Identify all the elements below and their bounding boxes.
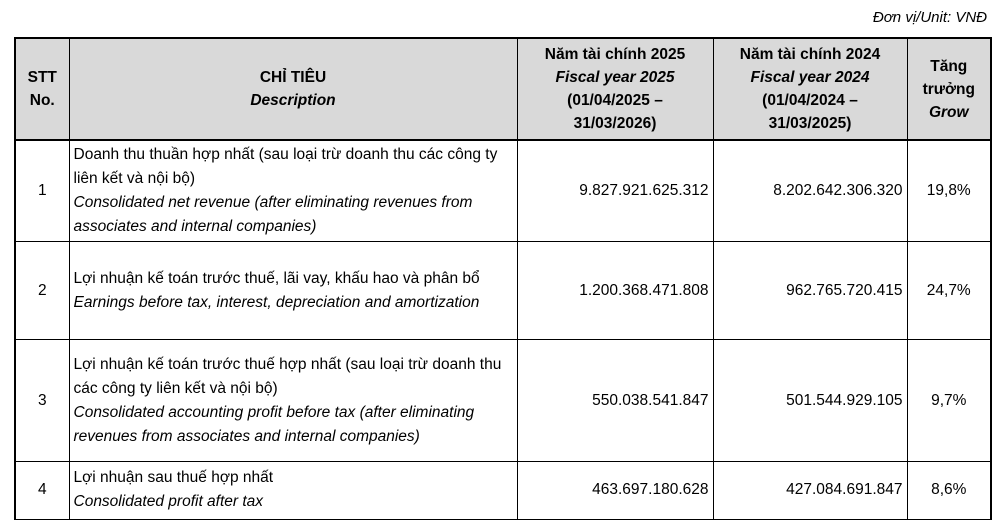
row-description: Lợi nhuận kế toán trước thuế, lãi vay, k… <box>68 241 518 340</box>
row-fy2025-value: 1.200.368.471.808 <box>516 241 714 340</box>
table-header-row: STT No. CHỈ TIÊU Description Năm tài chí… <box>14 37 992 141</box>
header-fy2024-period1: (01/04/2024 – <box>762 92 858 109</box>
table-row: 1 Doanh thu thuần hợp nhất (sau loại trừ… <box>14 139 992 242</box>
header-no: STT No. <box>14 37 70 141</box>
row-description-vi: Lợi nhuận kế toán trước thuế hợp nhất (s… <box>73 355 502 397</box>
row-number: 1 <box>14 139 70 242</box>
financial-summary-table: STT No. CHỈ TIÊU Description Năm tài chí… <box>14 37 992 520</box>
header-fy2024-en: Fiscal year 2024 <box>750 69 870 86</box>
header-fy2024-vi: Năm tài chính 2024 <box>739 46 881 63</box>
header-fy2025-period1: (01/04/2025 – <box>567 92 663 109</box>
header-fy2025: Năm tài chính 2025 Fiscal year 2025 (01/… <box>516 37 714 141</box>
header-no-vi: STT <box>27 69 57 86</box>
row-fy2025-value: 9.827.921.625.312 <box>516 139 714 242</box>
row-fy2024-value: 8.202.642.306.320 <box>712 139 908 242</box>
row-fy2025-value: 550.038.541.847 <box>516 339 714 462</box>
header-fy2024-period2: 31/03/2025) <box>768 115 852 132</box>
table-row: 3 Lợi nhuận kế toán trước thuế hợp nhất … <box>14 339 992 462</box>
row-fy2024-value: 501.544.929.105 <box>712 339 908 462</box>
header-growth: Tăng trưởng Grow <box>906 37 992 141</box>
row-description: Doanh thu thuần hợp nhất (sau loại trừ d… <box>68 139 518 242</box>
header-description: CHỈ TIÊU Description <box>68 37 518 141</box>
header-fy2024: Năm tài chính 2024 Fiscal year 2024 (01/… <box>712 37 908 141</box>
row-number: 4 <box>14 461 70 520</box>
row-number: 2 <box>14 241 70 340</box>
row-description-vi: Lợi nhuận sau thuế hợp nhất <box>73 469 274 487</box>
header-description-en: Description <box>250 92 336 109</box>
unit-label: Đơn vị/Unit: VNĐ <box>872 9 987 26</box>
table-row: 4 Lợi nhuận sau thuế hợp nhất Consolidat… <box>14 461 992 520</box>
header-fy2025-period2: 31/03/2026) <box>573 115 657 132</box>
row-description: Lợi nhuận sau thuế hợp nhất Consolidated… <box>68 461 518 520</box>
header-fy2025-en: Fiscal year 2025 <box>555 69 675 86</box>
row-description: Lợi nhuận kế toán trước thuế hợp nhất (s… <box>68 339 518 462</box>
header-growth-vi: Tăng trưởng <box>922 57 975 98</box>
row-growth-value: 9,7% <box>906 339 992 462</box>
row-fy2025-value: 463.697.180.628 <box>516 461 714 520</box>
row-description-en: Consolidated profit after tax <box>73 493 264 511</box>
header-no-en: No. <box>29 92 55 109</box>
table-row: 2 Lợi nhuận kế toán trước thuế, lãi vay,… <box>14 241 992 340</box>
header-fy2025-vi: Năm tài chính 2025 <box>544 46 686 63</box>
row-growth-value: 19,8% <box>906 139 992 242</box>
row-growth-value: 24,7% <box>906 241 992 340</box>
header-growth-en: Grow <box>928 103 969 121</box>
row-description-en: Consolidated net revenue (after eliminat… <box>73 194 473 235</box>
row-description-vi: Doanh thu thuần hợp nhất (sau loại trừ d… <box>73 146 498 187</box>
row-fy2024-value: 427.084.691.847 <box>712 461 908 520</box>
row-number: 3 <box>14 339 70 462</box>
row-description-vi: Lợi nhuận kế toán trước thuế, lãi vay, k… <box>73 269 480 287</box>
row-growth-value: 8,6% <box>906 461 992 520</box>
row-fy2024-value: 962.765.720.415 <box>712 241 908 340</box>
row-description-en: Consolidated accounting profit before ta… <box>73 403 475 445</box>
row-description-en: Earnings before tax, interest, depreciat… <box>73 293 480 311</box>
header-description-vi: CHỈ TIÊU <box>259 69 327 86</box>
